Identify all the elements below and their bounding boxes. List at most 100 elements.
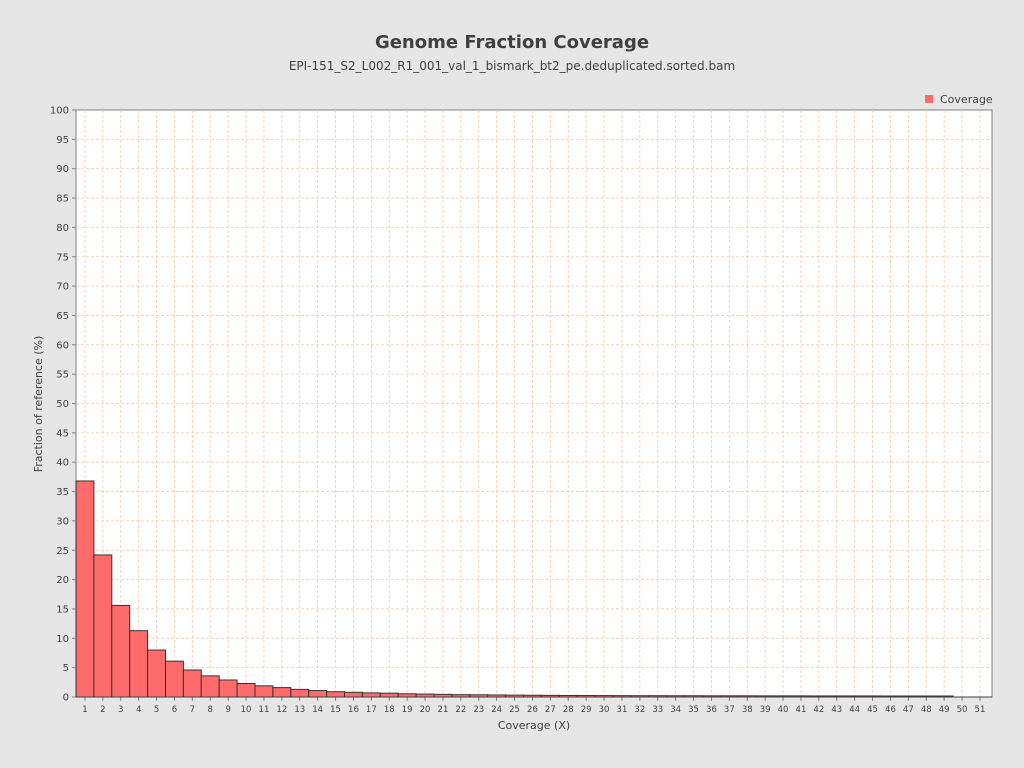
- bar: [75, 480, 95, 698]
- y-tick-label: 35: [56, 487, 69, 498]
- x-tick-label: 32: [634, 705, 645, 715]
- chart-title: Genome Fraction Coverage: [375, 32, 649, 53]
- x-tick-label: 16: [348, 705, 359, 715]
- x-tick-label: 41: [796, 705, 807, 715]
- x-tick-label: 8: [208, 705, 213, 715]
- x-tick-label: 22: [455, 705, 466, 715]
- bar: [182, 669, 202, 698]
- y-tick-label: 95: [56, 135, 69, 146]
- x-tick-label: 25: [509, 705, 520, 715]
- y-tick-label: 90: [56, 164, 69, 175]
- x-tick-label: 11: [259, 705, 270, 715]
- x-tick-label: 24: [491, 705, 502, 715]
- x-tick-label: 30: [599, 705, 610, 715]
- bar: [218, 679, 238, 698]
- x-tick-label: 28: [563, 705, 574, 715]
- x-tick-label: 26: [527, 705, 538, 715]
- grid: [76, 110, 992, 697]
- x-tick-label: 43: [831, 705, 842, 715]
- y-tick-label: 85: [56, 194, 69, 205]
- bar: [147, 649, 167, 698]
- y-tick-label: 25: [56, 546, 69, 557]
- bar: [272, 687, 292, 698]
- x-tick-label: 36: [706, 705, 717, 715]
- bar: [129, 630, 149, 698]
- bar: [254, 685, 274, 698]
- bar: [308, 690, 328, 698]
- x-tick-label: 2: [100, 705, 105, 715]
- x-tick-label: 27: [545, 705, 556, 715]
- bar: [200, 675, 220, 698]
- x-tick-label: 10: [241, 705, 252, 715]
- x-tick-label: 38: [742, 705, 753, 715]
- x-tick-label: 19: [402, 705, 413, 715]
- x-tick-label: 39: [760, 705, 771, 715]
- y-tick-label: 20: [56, 575, 69, 586]
- x-tick-label: 14: [312, 705, 323, 715]
- bar: [236, 682, 256, 698]
- y-tick-label: 10: [56, 634, 69, 645]
- x-tick-label: 17: [366, 705, 377, 715]
- x-tick-label: 4: [136, 705, 141, 715]
- x-tick-label: 5: [154, 705, 159, 715]
- x-tick-label: 48: [921, 705, 932, 715]
- x-tick-label: 20: [420, 705, 431, 715]
- x-tick-label: 29: [581, 705, 592, 715]
- x-tick-label: 46: [885, 705, 896, 715]
- bar: [344, 691, 363, 698]
- x-tick-label: 40: [778, 705, 789, 715]
- y-tick-label: 5: [63, 663, 69, 674]
- y-tick-label: 15: [56, 604, 69, 615]
- bar: [111, 604, 131, 698]
- y-tick-label: 50: [56, 399, 69, 410]
- x-tick-label: 9: [225, 705, 230, 715]
- x-tick-label: 31: [617, 705, 628, 715]
- x-tick-label: 13: [294, 705, 305, 715]
- y-tick-label: 100: [50, 106, 69, 117]
- y-tick-label: 70: [56, 282, 69, 293]
- bar: [326, 691, 346, 698]
- x-tick-label: 6: [172, 705, 177, 715]
- x-tick-label: 45: [867, 705, 878, 715]
- y-tick-label: 80: [56, 223, 69, 234]
- x-tick-label: 49: [939, 705, 950, 715]
- x-tick-label: 51: [975, 705, 986, 715]
- y-tick-label: 0: [63, 693, 69, 704]
- x-tick-label: 47: [903, 705, 914, 715]
- bar: [361, 692, 381, 698]
- x-tick-label: 37: [724, 705, 735, 715]
- x-tick-label: 7: [190, 705, 195, 715]
- y-axis-label: Fraction of reference (%): [32, 336, 45, 473]
- x-tick-label: 42: [813, 705, 824, 715]
- x-tick-label: 44: [849, 705, 860, 715]
- y-tick-label: 65: [56, 311, 69, 322]
- legend: Coverage: [925, 93, 993, 106]
- bar: [290, 688, 310, 698]
- x-tick-label: 33: [652, 705, 663, 715]
- x-tick-label: 18: [384, 705, 395, 715]
- x-tick-label: 34: [670, 705, 681, 715]
- x-axis-label: Coverage (X): [498, 719, 570, 732]
- y-tick-label: 40: [56, 458, 69, 469]
- x-axis-ticks: 1 2 3 4 5 6 7 8 9 10 11 12 13 14 15 16 17 18 19 20 21 22 23 24 2…: [82, 697, 985, 715]
- bar: [379, 692, 399, 698]
- bar: [93, 554, 113, 698]
- legend-swatch: [925, 95, 933, 103]
- y-tick-label: 55: [56, 370, 69, 381]
- x-tick-label: 50: [957, 705, 968, 715]
- x-tick-label: 1: [82, 705, 87, 715]
- x-tick-label: 35: [688, 705, 699, 715]
- y-tick-label: 75: [56, 252, 69, 263]
- x-tick-label: 23: [473, 705, 484, 715]
- x-tick-label: 21: [438, 705, 449, 715]
- x-tick-label: 3: [118, 705, 123, 715]
- y-axis-ticks: 0 5 10 15 20 25 30 35 40 45 50 55 60 65 70 75 80 85 90 95 10…: [50, 106, 76, 704]
- y-tick-label: 60: [56, 340, 69, 351]
- bar: [165, 660, 184, 698]
- y-tick-label: 30: [56, 516, 69, 527]
- chart-subtitle: EPI-151_S2_L002_R1_001_val_1_bismark_bt2…: [289, 59, 735, 73]
- x-tick-label: 12: [276, 705, 287, 715]
- y-tick-label: 45: [56, 428, 69, 439]
- x-tick-label: 15: [330, 705, 341, 715]
